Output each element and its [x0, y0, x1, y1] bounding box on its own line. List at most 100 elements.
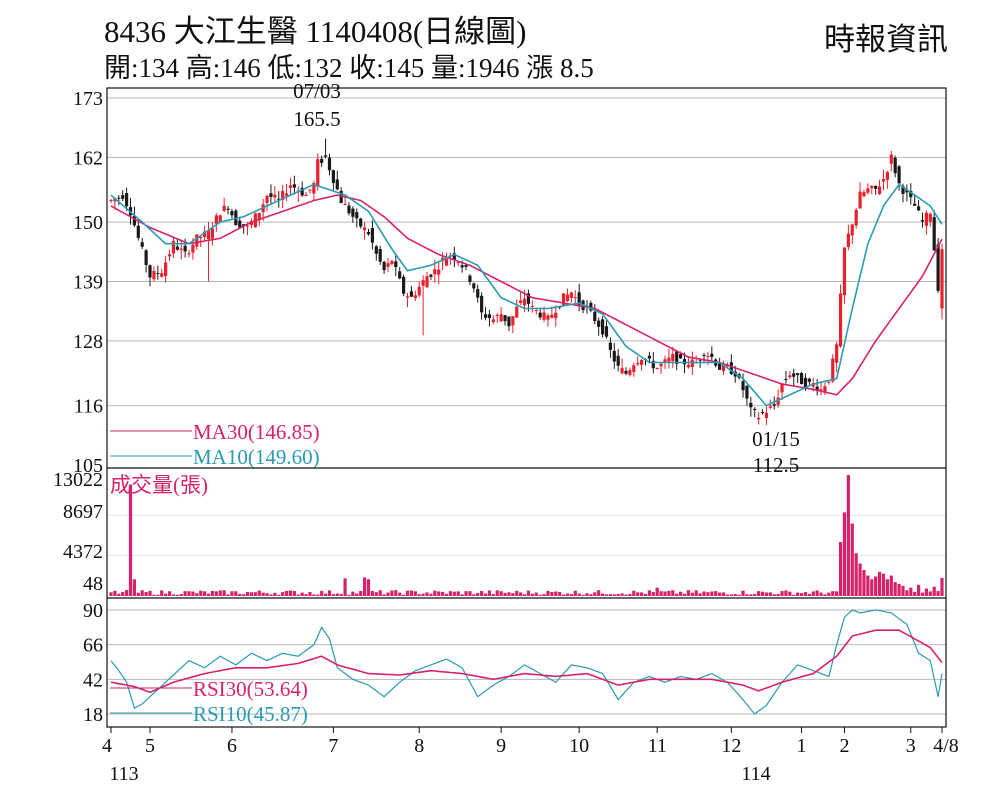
candle-body: [164, 262, 168, 277]
candle-body: [573, 297, 577, 299]
candle-body: [632, 365, 636, 373]
candle-body: [398, 271, 402, 279]
volume-bar: [148, 590, 152, 596]
volume-bar: [214, 591, 218, 596]
volume-bar: [378, 590, 382, 596]
volume-bar: [542, 594, 546, 596]
candle-body: [214, 215, 218, 224]
volume-bar: [835, 591, 839, 596]
volume-bar: [924, 588, 928, 596]
volume-bar: [741, 590, 745, 596]
volume-bar: [636, 592, 640, 596]
candle-body: [729, 362, 733, 375]
axis-labels: 1051161281391501621731302286974372481842…: [53, 88, 959, 785]
candle-body: [456, 262, 460, 264]
volume-bar: [292, 591, 296, 596]
x-tick-label: 1: [797, 735, 807, 757]
volume-bar: [382, 594, 386, 596]
candle-body: [480, 295, 484, 313]
volume-bar: [550, 592, 554, 596]
candle-body: [292, 184, 296, 188]
volume-bar: [402, 594, 406, 596]
volume-bar: [164, 593, 168, 596]
candle-body: [210, 228, 215, 239]
volume-bar: [125, 590, 129, 596]
candle-body: [203, 231, 207, 238]
candle-body: [175, 246, 179, 250]
candle-body: [245, 225, 250, 227]
volume-bar: [437, 591, 441, 596]
high-value-label: 165.5: [293, 107, 340, 131]
candle-body: [885, 171, 889, 180]
volume-bar: [807, 593, 811, 596]
candle-body: [304, 194, 308, 197]
candle-body: [160, 273, 164, 277]
x-tick-label: 6: [227, 735, 237, 757]
volume-bar: [776, 594, 780, 596]
candle-body: [881, 179, 886, 182]
x-tick-label: 5: [145, 735, 155, 757]
candle-body: [764, 412, 769, 418]
volume-bar: [827, 592, 831, 596]
price-tick-label: 150: [73, 212, 103, 234]
volume-bar: [495, 590, 499, 596]
volume-bar: [515, 590, 519, 596]
volume-bar: [167, 591, 172, 596]
candle-body: [928, 213, 932, 222]
volume-bar: [522, 594, 527, 596]
volume-tick-label: 13022: [53, 469, 103, 491]
candle-body: [909, 190, 913, 198]
candle-body: [316, 159, 320, 187]
volume-bar: [628, 593, 632, 596]
volume-bar: [558, 592, 562, 596]
candle-body: [195, 234, 199, 247]
candle-body: [799, 373, 804, 385]
candle-body: [874, 185, 878, 189]
volume-bar: [815, 590, 819, 596]
candle-body: [191, 244, 195, 253]
candle-body: [901, 186, 905, 194]
volume-bar: [222, 590, 226, 596]
candle-body: [257, 213, 261, 221]
volume-bar: [577, 593, 581, 596]
candle-body: [620, 368, 624, 374]
volume-bar: [772, 594, 776, 596]
volume-bar: [398, 592, 402, 596]
candle-body: [370, 227, 374, 243]
volume-bar: [444, 593, 449, 596]
candle-body: [718, 363, 722, 370]
volume-tick-label: 8697: [63, 501, 103, 523]
candle-body: [659, 363, 663, 367]
volume-bar: [881, 573, 886, 596]
rsi-tick-label: 66: [83, 635, 103, 657]
volume-bar: [468, 591, 472, 596]
candle-body: [109, 200, 113, 202]
candle-body: [936, 244, 940, 291]
volume-bar: [425, 592, 429, 596]
candle-body: [273, 194, 277, 198]
candle-body: [655, 368, 659, 370]
candle-body: [179, 248, 183, 251]
volume-bar: [780, 591, 784, 596]
candle-body: [519, 300, 523, 303]
x-tick-label: 11: [648, 735, 667, 757]
volume-title: 成交量(張): [110, 473, 208, 497]
candle-body: [675, 351, 679, 365]
volume-bar: [679, 591, 683, 596]
candle-body: [515, 306, 519, 318]
price-tick-label: 128: [73, 331, 103, 353]
candle-body: [476, 289, 480, 298]
candle-body: [499, 314, 503, 322]
x-tick-label: 3: [906, 735, 916, 757]
volume-bar: [511, 593, 515, 596]
candle-body: [331, 170, 335, 184]
volume-bar: [694, 590, 698, 596]
volume-bar: [799, 593, 804, 596]
candle-body: [405, 296, 410, 298]
volume-bar: [323, 593, 328, 596]
candle-body: [495, 314, 499, 316]
volume-bar: [749, 594, 753, 596]
candle-body: [706, 355, 710, 357]
volume-bar: [823, 594, 827, 596]
